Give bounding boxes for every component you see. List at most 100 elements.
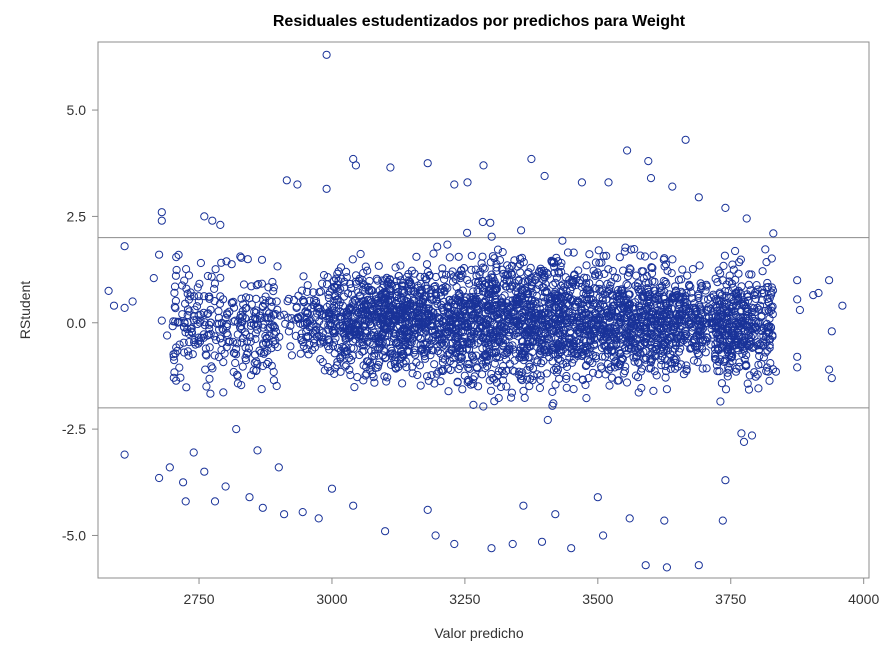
scatter-point [383, 280, 392, 289]
scatter-point [620, 247, 629, 256]
scatter-point [728, 329, 738, 338]
scatter-point [172, 376, 181, 385]
scatter-point [356, 317, 365, 326]
scatter-point [701, 335, 710, 344]
scatter-point [761, 306, 770, 316]
scatter-point [216, 220, 225, 229]
scatter-point [633, 344, 642, 353]
scatter-point [217, 318, 226, 327]
scatter-point [552, 303, 561, 312]
scatter-point [619, 292, 628, 301]
scatter-point [599, 252, 608, 261]
scatter-point [280, 510, 289, 519]
scatter-point [249, 320, 259, 329]
scatter-point [128, 297, 137, 306]
scatter-point [399, 289, 408, 298]
scatter-point [567, 334, 576, 343]
scatter-point [694, 561, 703, 570]
scatter-point [711, 274, 720, 283]
scatter-point [734, 269, 743, 278]
scatter-point [551, 380, 560, 389]
scatter-point [336, 312, 345, 321]
scatter-point [549, 259, 558, 268]
scatter-point [181, 328, 190, 337]
y-tick-label: 0.0 [67, 315, 87, 331]
scatter-point [442, 270, 451, 279]
scatter-point [281, 319, 290, 328]
scatter-point [620, 329, 629, 339]
scatter-point [420, 312, 430, 321]
scatter-point [546, 310, 555, 319]
scatter-point [651, 290, 660, 299]
scatter-point [182, 383, 191, 392]
scatter-point [465, 300, 474, 309]
scatter-point [574, 298, 583, 307]
scatter-point [215, 325, 224, 334]
scatter-point [478, 353, 487, 362]
scatter-point [351, 335, 360, 344]
scatter-point [347, 356, 356, 365]
scatter-point [697, 326, 706, 336]
scatter-point [450, 539, 459, 549]
scatter-point [621, 243, 630, 252]
scatter-point [438, 354, 447, 363]
scatter-point [551, 278, 560, 287]
scatter-point [745, 270, 754, 279]
scatter-point [537, 336, 547, 345]
scatter-point [547, 295, 557, 304]
scatter-point [176, 373, 185, 382]
scatter-point [721, 203, 730, 212]
scatter-point [192, 302, 202, 311]
scatter-point [445, 357, 455, 366]
scatter-point [233, 330, 242, 339]
scatter-point [629, 353, 638, 362]
scatter-point [397, 346, 406, 355]
scatter-point [588, 296, 598, 305]
scatter-point [583, 356, 593, 365]
scatter-point [356, 327, 365, 336]
scatter-point [660, 341, 669, 350]
scatter-point [239, 280, 249, 289]
scatter-point [210, 351, 219, 360]
scatter-point [241, 356, 251, 365]
scatter-point [488, 331, 497, 340]
x-axis: 2750 3000 3250 3500 3750 4000 [183, 578, 879, 607]
scatter-point [243, 255, 252, 264]
scatter-point [588, 358, 597, 368]
scatter-point [693, 342, 702, 351]
scatter-point [515, 294, 524, 303]
scatter-point [520, 393, 529, 402]
scatter-point [581, 380, 590, 390]
scatter-point [458, 385, 467, 394]
scatter-point [268, 277, 277, 287]
scatter-point [619, 266, 628, 275]
scatter-point [695, 261, 704, 270]
scatter-point [510, 256, 519, 265]
scatter-point [457, 354, 466, 363]
scatter-point [613, 292, 622, 301]
scatter-point [206, 389, 215, 398]
scatter-point [674, 275, 684, 284]
scatter-point [765, 335, 774, 344]
scatter-point [269, 322, 278, 331]
scatter-point [195, 337, 205, 346]
scatter-point [302, 313, 311, 322]
scatter-point [662, 385, 672, 394]
scatter-point [619, 369, 628, 378]
scatter-point [474, 339, 483, 348]
scatter-point [398, 349, 407, 359]
scatter-point [744, 280, 754, 289]
scatter-point [612, 339, 621, 348]
scatter-point [416, 327, 425, 336]
scatter-point [634, 373, 643, 382]
scatter-point [262, 359, 271, 369]
scatter-point [576, 313, 586, 323]
scatter-point [754, 384, 763, 393]
scatter-point [342, 273, 351, 282]
scatter-point [356, 249, 365, 259]
scatter-point [395, 341, 404, 350]
scatter-point [560, 283, 569, 292]
scatter-point [435, 325, 444, 334]
scatter-point [258, 361, 268, 371]
scatter-point [685, 316, 694, 325]
